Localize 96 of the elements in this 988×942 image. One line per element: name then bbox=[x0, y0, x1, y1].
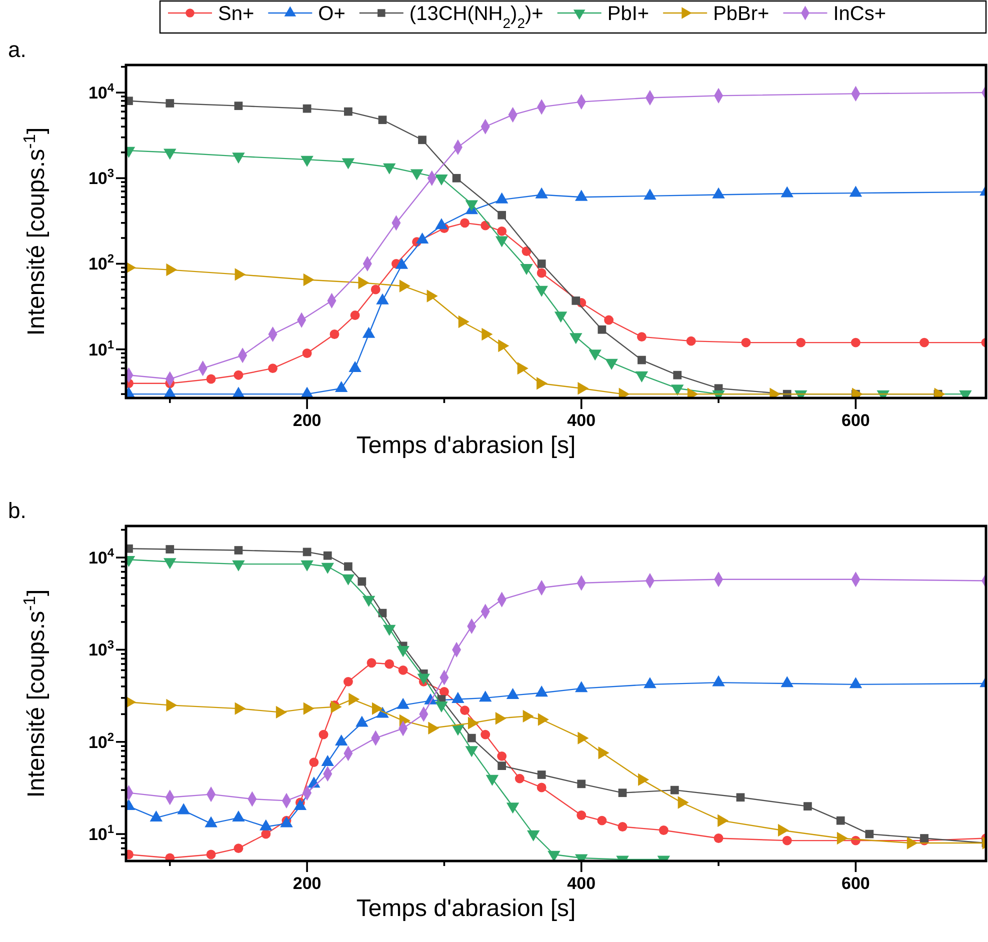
point bbox=[206, 374, 216, 384]
point bbox=[836, 816, 845, 825]
point bbox=[302, 548, 312, 556]
point bbox=[398, 665, 408, 675]
point bbox=[370, 284, 380, 294]
x-tick-label: 600 bbox=[842, 874, 870, 893]
legend-label: Sn+ bbox=[218, 3, 254, 25]
chart-title: a. bbox=[8, 37, 26, 62]
point bbox=[576, 810, 586, 820]
legend-label: InCs+ bbox=[833, 3, 886, 25]
point bbox=[536, 268, 546, 278]
legend-label: PbBr+ bbox=[713, 3, 770, 25]
x-axis-title: Temps d'abrasion [s] bbox=[356, 895, 576, 922]
point bbox=[452, 174, 461, 182]
x-axis-title: Temps d'abrasion [s] bbox=[356, 432, 576, 459]
point bbox=[850, 338, 860, 348]
point bbox=[865, 830, 874, 838]
legend-label: (13CH(NH$_{2}$)$_{2}$)+ bbox=[409, 3, 544, 31]
point bbox=[334, 381, 348, 392]
point bbox=[637, 332, 646, 342]
point bbox=[460, 706, 470, 716]
point bbox=[206, 850, 216, 860]
point bbox=[498, 762, 506, 770]
point bbox=[618, 788, 627, 798]
point bbox=[460, 218, 470, 228]
x-tick-label: 600 bbox=[842, 411, 870, 430]
point bbox=[309, 758, 319, 768]
point bbox=[344, 562, 352, 571]
point bbox=[604, 315, 614, 325]
point bbox=[378, 116, 387, 124]
point bbox=[268, 364, 278, 374]
point bbox=[384, 659, 394, 669]
point bbox=[480, 730, 490, 740]
y-tick-label: 10$^{3}$ bbox=[88, 166, 114, 188]
point bbox=[514, 774, 524, 784]
point bbox=[920, 338, 929, 348]
x-tick-label: 400 bbox=[567, 874, 596, 893]
point bbox=[234, 844, 244, 854]
point bbox=[796, 338, 806, 348]
point bbox=[418, 136, 426, 144]
y-tick-label: 10$^{4}$ bbox=[88, 546, 114, 568]
point bbox=[598, 325, 606, 334]
point bbox=[782, 836, 792, 846]
point bbox=[920, 834, 928, 842]
point bbox=[323, 551, 332, 560]
point bbox=[276, 706, 287, 719]
point bbox=[804, 802, 812, 810]
point bbox=[166, 99, 174, 108]
point bbox=[234, 370, 244, 380]
point bbox=[166, 545, 174, 554]
point bbox=[686, 336, 696, 346]
point bbox=[344, 107, 352, 116]
point bbox=[537, 770, 546, 779]
point bbox=[548, 850, 560, 861]
y-tick-label: 10$^{4}$ bbox=[88, 80, 114, 103]
point bbox=[741, 338, 751, 348]
point bbox=[302, 348, 312, 358]
y-tick-label: 10$^{2}$ bbox=[88, 730, 114, 752]
chart-title: b. bbox=[8, 498, 26, 523]
x-tick-label: 200 bbox=[292, 411, 322, 430]
point bbox=[497, 226, 507, 236]
point bbox=[318, 730, 328, 740]
point bbox=[350, 310, 360, 320]
legend-label: PbI+ bbox=[607, 3, 650, 25]
point bbox=[658, 826, 668, 835]
point bbox=[670, 786, 679, 794]
point bbox=[261, 829, 271, 839]
point bbox=[467, 734, 476, 742]
legend-label: O+ bbox=[318, 3, 346, 25]
point bbox=[572, 296, 580, 305]
y-tick-label: 10$^{2}$ bbox=[88, 252, 114, 274]
x-tick-label: 200 bbox=[292, 874, 322, 893]
point bbox=[714, 834, 724, 843]
y-tick-label: 10$^{1}$ bbox=[88, 822, 114, 844]
point bbox=[302, 104, 312, 113]
point bbox=[497, 751, 507, 761]
point bbox=[673, 370, 682, 380]
point bbox=[536, 782, 546, 792]
point bbox=[537, 260, 546, 268]
point bbox=[577, 780, 586, 788]
point bbox=[597, 816, 607, 826]
point bbox=[234, 102, 243, 110]
point bbox=[366, 658, 376, 668]
y-tick-label: 10$^{3}$ bbox=[88, 638, 114, 660]
point bbox=[618, 822, 628, 832]
point bbox=[234, 546, 243, 554]
point bbox=[736, 793, 745, 802]
point bbox=[439, 687, 449, 696]
point bbox=[330, 330, 340, 339]
point bbox=[498, 210, 506, 220]
point bbox=[358, 577, 366, 586]
x-tick-label: 400 bbox=[567, 411, 596, 430]
point bbox=[638, 356, 646, 364]
point bbox=[165, 853, 175, 861]
y-tick-label: 10$^{1}$ bbox=[88, 337, 114, 360]
point bbox=[343, 676, 353, 686]
